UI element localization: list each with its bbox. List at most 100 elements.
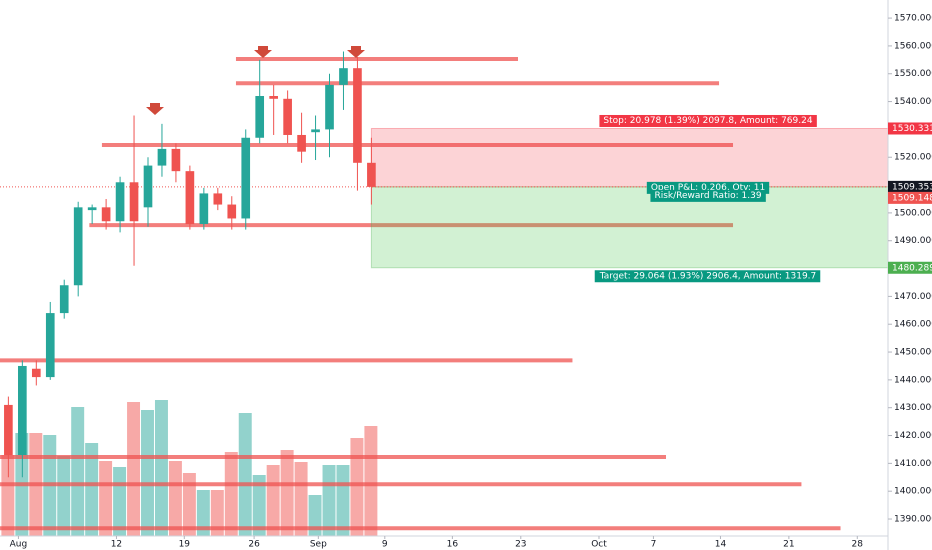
target-zone <box>370 186 889 269</box>
axes-layer: 1390.000 1400.000 1410.000 1420.000 1430.000… <box>10 14 932 550</box>
arrow <box>347 46 365 58</box>
y-tick-label: 1550.000 <box>894 69 932 79</box>
volume-bar <box>210 490 224 536</box>
x-tick-label: 21 <box>783 540 794 550</box>
x-tick-label: 9 <box>382 540 388 550</box>
candle-body <box>87 207 97 211</box>
candle-body <box>115 182 125 222</box>
volume-bar <box>350 438 364 536</box>
x-tick-label: 26 <box>248 540 260 550</box>
price-tag-bg <box>888 180 932 193</box>
candle-body <box>339 68 348 85</box>
target-label-bg <box>594 270 821 283</box>
price-tag: 1509.148 <box>892 193 932 203</box>
volume-bar <box>57 456 71 536</box>
volume-bar <box>1 455 15 536</box>
volume-bar <box>238 413 252 536</box>
volume-bar <box>168 461 182 536</box>
candle-body <box>73 207 83 286</box>
rr-label: Risk/Reward Ratio: 1.39 <box>654 191 761 201</box>
candle-body <box>255 96 265 138</box>
volume-bar <box>224 452 238 536</box>
volume-bar <box>113 467 127 536</box>
x-tick-label: 28 <box>852 540 864 550</box>
stop-zone <box>370 127 889 188</box>
candle-body <box>129 182 139 222</box>
candle-body <box>31 368 41 378</box>
candle-body <box>157 148 167 166</box>
y-tick-label: 1450.000 <box>894 348 932 358</box>
position-layer: Stop: 20.978 (1.39%) 2097.8, Amount: 769… <box>0 114 889 283</box>
y-tick-label: 1560.000 <box>894 41 932 51</box>
pnl-label: Open P&L: 0.206, Qty: 11 <box>651 183 765 193</box>
price-tag: 1530.331 <box>892 124 932 134</box>
x-tick-label: 14 <box>715 540 727 550</box>
stop-label: Stop: 20.978 (1.39%) 2097.8, Amount: 769… <box>603 116 812 126</box>
y-tick-label: 1500.000 <box>894 208 932 218</box>
y-tick-label: 1470.000 <box>894 292 932 302</box>
price-tag-bg <box>888 191 932 204</box>
candle-body <box>227 204 237 219</box>
candle-body <box>185 171 195 225</box>
y-tick-label: 1430.000 <box>894 403 932 413</box>
x-tick-label: 7 <box>651 540 657 550</box>
target-label: Target: 29.064 (1.93%) 2906.4, Amount: 1… <box>599 271 817 281</box>
volume-bar <box>154 400 168 536</box>
volume-bar <box>294 462 308 536</box>
rr-label-bg <box>650 189 766 202</box>
y-tick-label: 1520.000 <box>894 153 932 163</box>
candle-body <box>101 207 111 222</box>
volume-bar <box>182 473 196 536</box>
arrow <box>146 103 164 115</box>
candle-body <box>353 68 362 163</box>
x-tick-label: Aug <box>10 540 28 550</box>
price-tag: 1509.353 <box>892 182 932 192</box>
levels-layer <box>0 56 841 531</box>
y-tick-label: 1420.000 <box>894 431 932 441</box>
candle-body <box>171 148 181 172</box>
volume-bar <box>322 465 336 536</box>
volume-bar <box>336 465 350 536</box>
x-tick-label: Oct <box>591 540 607 550</box>
volume-bar <box>196 490 210 536</box>
price-tag: 1480.289 <box>892 263 932 273</box>
price-tag-bg <box>888 122 932 135</box>
arrow <box>254 46 272 58</box>
candle-body <box>213 193 223 205</box>
x-tick-label: 16 <box>447 540 459 550</box>
candle-body <box>241 137 251 219</box>
volume-bar <box>71 407 85 536</box>
candle-body <box>4 404 13 456</box>
volume-bar <box>266 465 280 536</box>
volume-bar <box>127 402 141 536</box>
volume-bar <box>99 461 113 536</box>
volume-bar <box>308 495 322 536</box>
candle-body <box>143 165 153 208</box>
x-tick-label: 12 <box>111 540 122 550</box>
y-tick-label: 1410.000 <box>894 459 932 469</box>
stop-label-bg <box>599 114 817 127</box>
y-tick-label: 1400.000 <box>894 487 932 497</box>
candle-body <box>18 365 27 456</box>
candle-body <box>283 98 292 135</box>
x-tick-label: 19 <box>179 540 191 550</box>
annotation-arrows <box>146 46 365 115</box>
candle-body <box>325 84 334 130</box>
candle-body <box>269 96 278 99</box>
y-tick-label: 1460.000 <box>894 320 932 330</box>
candle-body <box>59 285 69 314</box>
volume-bar <box>141 410 154 536</box>
y-tick-label: 1540.000 <box>894 97 932 107</box>
candle-body <box>199 193 209 225</box>
volume-bar <box>280 450 294 536</box>
x-tick-label: 23 <box>515 540 526 550</box>
y-tick-label: 1390.000 <box>894 515 932 525</box>
candle-body <box>367 162 376 187</box>
candle-body <box>297 134 306 152</box>
candle-body <box>311 129 320 133</box>
y-tick-label: 1490.000 <box>894 236 932 246</box>
y-tick-label: 1440.000 <box>894 375 932 385</box>
volume-bar <box>364 426 378 536</box>
candles-layer <box>4 51 376 478</box>
